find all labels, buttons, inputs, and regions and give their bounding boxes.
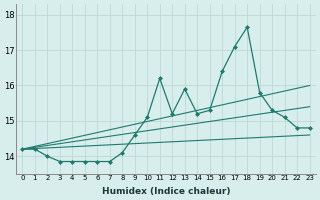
X-axis label: Humidex (Indice chaleur): Humidex (Indice chaleur) xyxy=(102,187,230,196)
